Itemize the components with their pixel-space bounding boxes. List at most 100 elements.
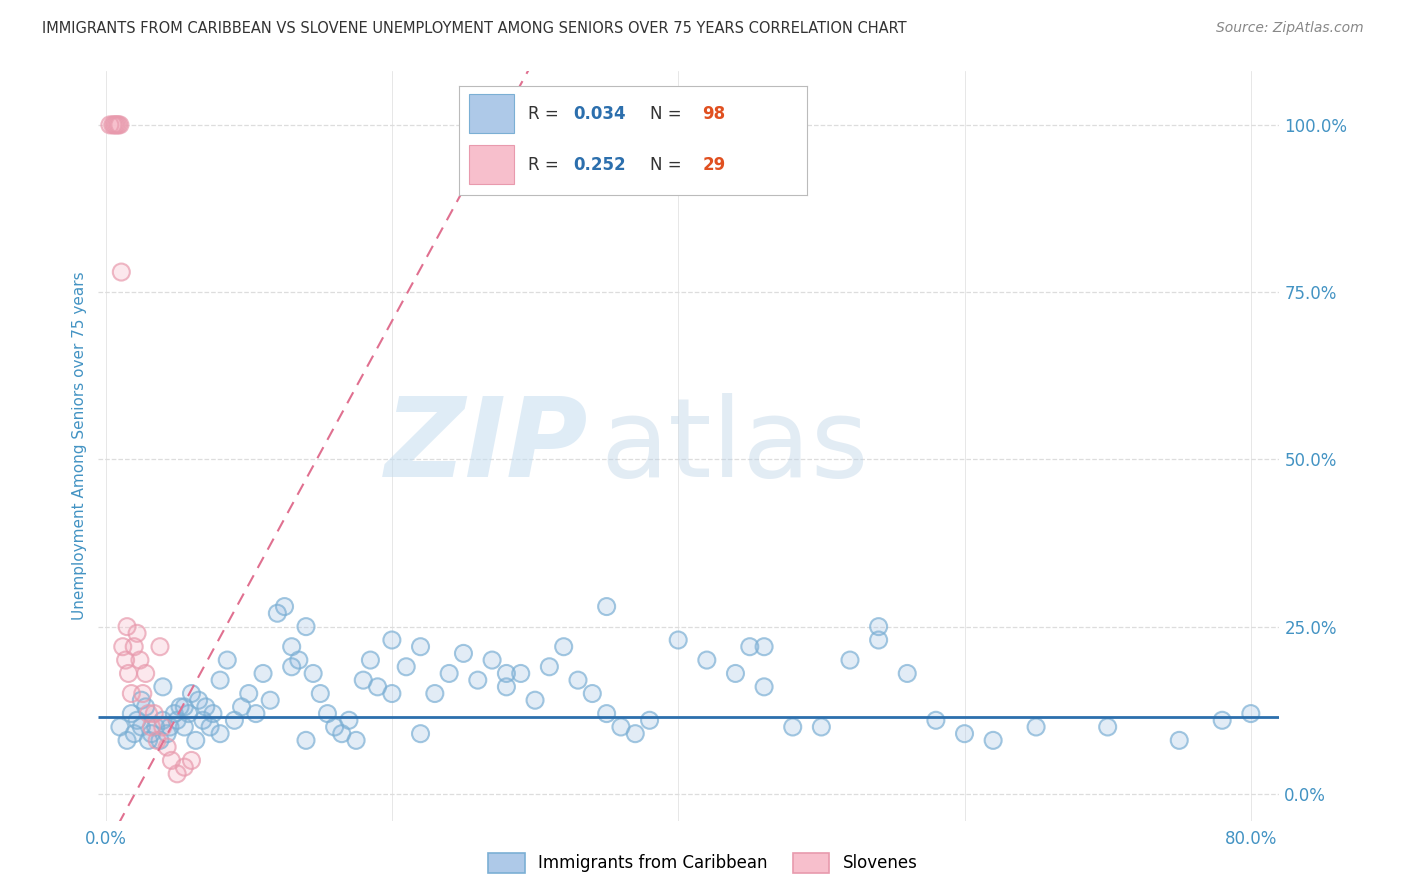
Point xyxy=(138,733,160,747)
Point xyxy=(309,687,332,701)
Point xyxy=(839,653,862,667)
Point xyxy=(524,693,547,707)
Point xyxy=(752,680,775,694)
Point xyxy=(309,687,332,701)
Point xyxy=(381,687,404,701)
Point xyxy=(381,633,404,648)
Point xyxy=(738,640,761,654)
Point xyxy=(231,699,253,714)
Point xyxy=(209,726,232,740)
Point xyxy=(125,714,148,728)
Point xyxy=(453,646,475,660)
Point xyxy=(352,673,374,688)
Point xyxy=(173,760,195,774)
Point xyxy=(103,118,125,132)
Point xyxy=(138,706,160,721)
Point xyxy=(509,666,531,681)
Point xyxy=(132,687,155,701)
Point xyxy=(110,265,132,279)
Point xyxy=(209,673,232,688)
Point xyxy=(409,640,432,654)
Point xyxy=(98,118,121,132)
Point xyxy=(981,733,1004,747)
Point xyxy=(131,693,153,707)
Point xyxy=(231,699,253,714)
Point xyxy=(266,607,288,621)
Point xyxy=(395,660,418,674)
Point xyxy=(217,653,239,667)
Point xyxy=(166,767,188,781)
Point xyxy=(266,607,288,621)
Point xyxy=(610,720,633,734)
Point xyxy=(896,666,918,681)
Point xyxy=(180,687,202,701)
Point xyxy=(638,714,661,728)
Point xyxy=(135,666,157,681)
Point xyxy=(129,653,152,667)
Point xyxy=(115,620,138,634)
Point xyxy=(108,720,131,734)
Point xyxy=(538,660,561,674)
Point xyxy=(981,733,1004,747)
Point xyxy=(381,633,404,648)
Point xyxy=(567,673,589,688)
Point xyxy=(156,740,179,755)
Point xyxy=(810,720,832,734)
Point xyxy=(238,687,260,701)
Point xyxy=(724,666,747,681)
Point xyxy=(143,706,166,721)
Point xyxy=(141,726,163,740)
Point xyxy=(156,726,179,740)
Point xyxy=(152,680,174,694)
Point xyxy=(437,666,460,681)
Point xyxy=(122,640,145,654)
Point xyxy=(160,753,183,767)
Point xyxy=(180,753,202,767)
Point xyxy=(1097,720,1119,734)
Text: atlas: atlas xyxy=(600,392,869,500)
Point xyxy=(115,620,138,634)
Point xyxy=(752,640,775,654)
Point xyxy=(194,699,217,714)
Point xyxy=(108,720,131,734)
Point xyxy=(252,666,274,681)
Point xyxy=(295,620,318,634)
Point xyxy=(259,693,281,707)
Point xyxy=(280,640,302,654)
Point xyxy=(1097,720,1119,734)
Point xyxy=(323,720,346,734)
Point xyxy=(839,653,862,667)
Point xyxy=(868,620,890,634)
Point xyxy=(524,693,547,707)
Point xyxy=(344,733,367,747)
Point xyxy=(925,714,948,728)
Point xyxy=(595,599,617,614)
Point xyxy=(198,720,221,734)
Point xyxy=(159,720,181,734)
Point xyxy=(1025,720,1047,734)
Point xyxy=(101,118,124,132)
Point xyxy=(156,740,179,755)
Point xyxy=(135,699,157,714)
Point xyxy=(108,118,131,132)
Point xyxy=(104,118,127,132)
Point xyxy=(141,720,163,734)
Point xyxy=(1211,714,1233,728)
Point xyxy=(302,666,325,681)
Point xyxy=(217,653,239,667)
Point xyxy=(191,714,214,728)
Point xyxy=(595,706,617,721)
Point xyxy=(120,706,142,721)
Point xyxy=(925,714,948,728)
Point xyxy=(316,706,339,721)
Point xyxy=(138,733,160,747)
Point xyxy=(381,687,404,701)
Point xyxy=(868,633,890,648)
Point xyxy=(495,680,517,694)
Point xyxy=(107,118,129,132)
Point xyxy=(122,726,145,740)
Point xyxy=(141,726,163,740)
Point xyxy=(103,118,125,132)
Point xyxy=(163,706,186,721)
Point xyxy=(156,726,179,740)
